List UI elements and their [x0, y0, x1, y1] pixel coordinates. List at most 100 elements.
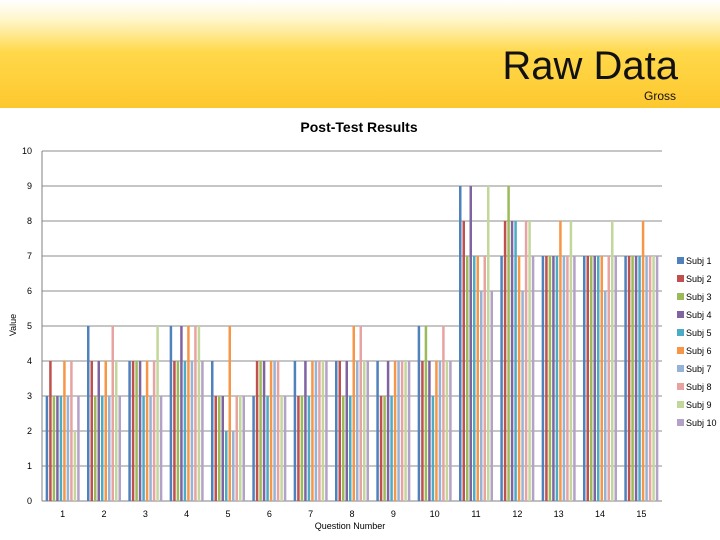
legend-swatch-5	[677, 329, 684, 336]
bar-q13-subj10	[573, 256, 576, 501]
bar-q8-subj2	[338, 361, 341, 501]
bar-q7-subj7	[314, 361, 318, 501]
bar-q10-subj4	[428, 361, 431, 501]
bar-q12-subj5	[514, 221, 517, 501]
bar-q2-subj10	[118, 396, 121, 501]
bar-q15-subj1	[624, 256, 627, 501]
bar-q15-subj5	[638, 256, 641, 501]
x-tick-9: 9	[391, 509, 396, 519]
bar-q8-subj3	[342, 396, 345, 501]
legend-label-4: Subj 4	[686, 310, 712, 320]
bar-q2-subj1	[87, 326, 90, 501]
y-axis-label: Value	[8, 314, 18, 336]
bar-q14-subj10	[614, 256, 617, 501]
legend-swatch-6	[677, 347, 684, 354]
bar-q3-subj5	[142, 396, 145, 501]
title-banner	[0, 0, 720, 108]
legend-label-2: Subj 2	[686, 274, 712, 284]
legend-swatch-3	[677, 293, 684, 300]
bar-q15-subj8	[648, 256, 652, 501]
bar-q5-subj5	[225, 431, 228, 501]
bar-q14-subj6	[600, 256, 603, 501]
bar-q2-subj5	[101, 396, 104, 501]
legend-swatch-10	[677, 419, 684, 426]
bar-q6-subj4	[262, 361, 266, 501]
x-tick-15: 15	[636, 509, 646, 519]
y-tick-3: 3	[27, 391, 32, 401]
legend-swatch-1	[677, 257, 684, 264]
slide-title: Raw Data	[502, 44, 678, 88]
bar-q15-subj9	[652, 256, 655, 501]
bar-q5-subj9	[239, 396, 242, 501]
bar-q9-subj3	[383, 396, 386, 501]
bar-q4-subj8	[194, 326, 197, 501]
bar-q1-subj10	[77, 396, 80, 501]
bar-q10-subj7	[438, 361, 442, 501]
bar-q4-subj1	[169, 326, 173, 501]
bar-q9-subj10	[407, 361, 411, 501]
x-tick-8: 8	[349, 509, 354, 519]
bar-q4-subj9	[197, 326, 201, 501]
bar-q6-subj9	[280, 396, 283, 501]
bar-q12-subj1	[500, 256, 503, 501]
bar-q6-subj5	[266, 396, 269, 501]
bar-q3-subj2	[131, 361, 135, 501]
x-tick-7: 7	[308, 509, 313, 519]
bar-q1-subj9	[73, 431, 77, 501]
bar-q15-subj10	[655, 256, 659, 501]
bar-q4-subj5	[183, 361, 187, 501]
bar-q15-subj3	[631, 256, 634, 501]
x-tick-5: 5	[225, 509, 230, 519]
bar-q2-subj6	[104, 361, 107, 501]
bar-q7-subj2	[297, 396, 300, 501]
bar-q2-subj9	[115, 361, 118, 501]
legend-swatch-4	[677, 311, 684, 318]
bar-q4-subj7	[190, 361, 194, 501]
bar-q9-subj4	[386, 361, 390, 501]
y-tick-1: 1	[27, 461, 32, 471]
bar-q3-subj10	[159, 396, 163, 501]
legend-label-1: Subj 1	[686, 256, 712, 266]
bar-q7-subj9	[321, 361, 325, 501]
bar-q4-subj3	[176, 361, 180, 501]
legend-label-3: Subj 3	[686, 292, 712, 302]
bar-q13-subj1	[541, 256, 545, 501]
bar-q15-subj2	[627, 256, 631, 501]
bar-q10-subj6	[435, 361, 438, 501]
legend-swatch-7	[677, 365, 684, 372]
bar-q5-subj1	[211, 361, 214, 501]
legend-label-6: Subj 6	[686, 346, 712, 356]
bar-q1-subj2	[49, 361, 52, 501]
bar-q10-subj2	[421, 361, 424, 501]
bar-q7-subj3	[300, 396, 304, 501]
bar-q6-subj3	[259, 361, 262, 501]
bar-q9-subj9	[404, 361, 407, 501]
bar-q13-subj5	[555, 256, 559, 501]
bar-q11-subj7	[480, 291, 483, 501]
bar-q1-subj7	[66, 396, 70, 501]
x-tick-11: 11	[471, 509, 480, 519]
bar-q12-subj9	[528, 221, 531, 501]
x-tick-1: 1	[60, 509, 65, 519]
bar-q7-subj8	[318, 361, 321, 501]
bar-q9-subj6	[393, 361, 397, 501]
y-tick-labels: 0 1 2 3 4 5 6 7 8 9 10	[22, 146, 32, 506]
bar-q13-subj3	[548, 256, 552, 501]
bar-q11-subj5	[473, 256, 476, 501]
bar-q15-subj7	[645, 256, 648, 501]
bar-q2-subj4	[97, 361, 100, 501]
bar-q5-subj8	[235, 396, 238, 501]
bar-q13-subj4	[552, 256, 555, 501]
bar-q10-subj1	[417, 326, 421, 501]
bar-q4-subj2	[173, 361, 176, 501]
bar-q3-subj1	[128, 361, 131, 501]
bar-q7-subj5	[307, 396, 311, 501]
bar-q13-subj9	[569, 221, 573, 501]
bar-q14-subj8	[607, 256, 610, 501]
slide-subtitle: Gross	[643, 89, 676, 103]
bar-q1-subj5	[59, 396, 63, 501]
x-tick-6: 6	[267, 509, 272, 519]
legend-swatch-2	[677, 275, 684, 282]
bar-q8-subj9	[363, 361, 366, 501]
